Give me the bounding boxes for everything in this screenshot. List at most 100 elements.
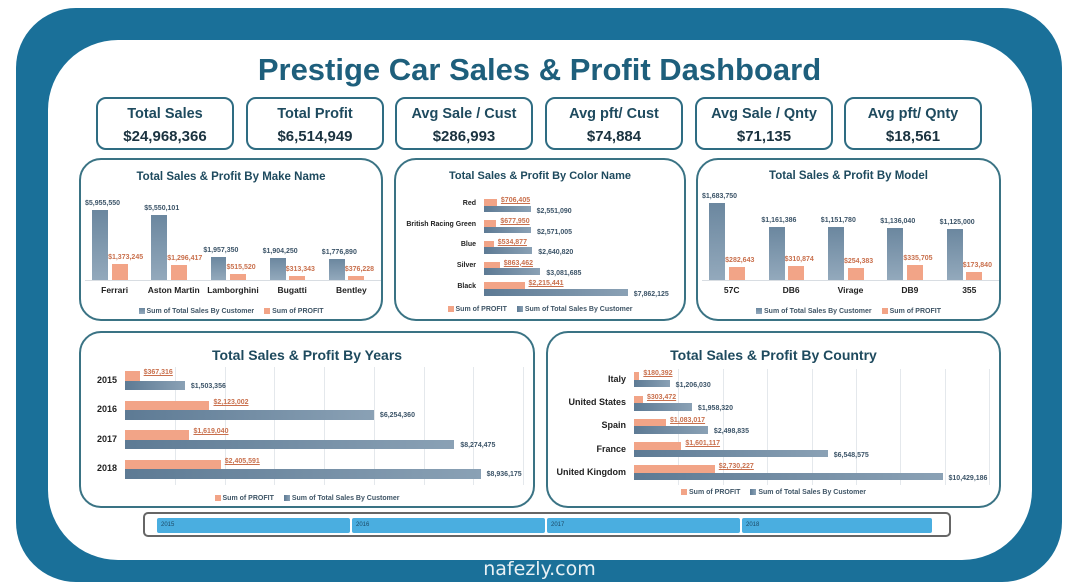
year-slicer: 2015 2016 2017 2018: [143, 512, 951, 537]
data-label-sales: $7,862,125: [633, 290, 669, 298]
data-label-profit: $367,316: [143, 369, 173, 377]
bar-sales: [484, 247, 533, 255]
bar-sales: [92, 210, 109, 280]
data-label-sales: $1,136,040: [880, 218, 916, 226]
bar-profit: [634, 442, 682, 450]
data-label-sales: $2,551,090: [536, 207, 572, 215]
category-label: Blue: [460, 241, 476, 249]
data-label-profit: $1,373,245: [108, 253, 144, 261]
data-label-sales: $8,936,175: [486, 471, 522, 479]
category-label: DB6: [782, 285, 800, 295]
bar-sales: [151, 215, 168, 280]
kpi-label: Avg pft/ Qnty: [867, 106, 959, 122]
kpi-label: Avg Sale / Cust: [411, 106, 517, 122]
data-label-profit: $376,228: [344, 265, 375, 273]
axis-line: [85, 280, 381, 281]
category-label: Bentley: [336, 285, 367, 295]
data-label-sales: $1,151,780: [820, 217, 856, 225]
bar-sales: [634, 379, 670, 388]
bar-sales: [768, 226, 785, 280]
data-label-sales: $5,955,550: [85, 200, 121, 208]
chart-title: Total Sales & Profit By Years: [211, 347, 403, 363]
kpi-avg-pft-cust: Avg pft/ Cust $74,884: [545, 97, 683, 150]
category-label: Black: [457, 282, 476, 290]
category-label: United States: [568, 397, 626, 408]
legend-sales: Sum of Total Sales By Customer: [138, 308, 254, 315]
legend-profit: Sum of PROFIT: [264, 308, 323, 315]
axis-line: [702, 280, 999, 281]
data-label-profit: $173,840: [962, 262, 992, 270]
kpi-label: Avg pft/ Cust: [569, 106, 659, 122]
kpi-label: Avg Sale / Qnty: [711, 106, 817, 122]
chart-by-model: Total Sales & Profit By Model $1,683,750…: [696, 158, 1001, 321]
plot-area: $180,392 $1,206,030 Italy $303,472 $1,958,32…: [548, 369, 999, 485]
kpi-value: $71,135: [736, 128, 792, 145]
slicer-item-2015[interactable]: 2015: [157, 518, 350, 533]
category-label: Italy: [607, 373, 626, 384]
chart-title: Total Sales & Profit By Make Name: [136, 171, 326, 183]
data-label-profit: $2,730,227: [718, 463, 754, 471]
bar-profit: [289, 276, 306, 280]
chart-by-country: Total Sales & Profit By Country $180,392…: [546, 331, 1001, 508]
data-label-profit: $1,619,040: [193, 428, 229, 436]
bar-profit: [170, 264, 187, 280]
gridline: [722, 369, 724, 485]
bar-profit: [728, 267, 745, 280]
data-label-sales: $1,957,350: [203, 247, 239, 255]
bar-sales: [484, 268, 541, 275]
bar-sales: [827, 227, 844, 280]
bar-sales: [709, 203, 726, 280]
bar-profit: [634, 395, 643, 404]
kpi-label: Total Profit: [277, 106, 353, 122]
data-label-sales: $6,254,360: [379, 412, 415, 420]
data-label-sales: $6,548,575: [833, 451, 869, 459]
chart-legend: Sum of PROFIT Sum of Total Sales By Custo…: [396, 306, 684, 313]
data-label-profit: $1,083,017: [670, 416, 706, 424]
kpi-value: $74,884: [586, 128, 642, 145]
bar-profit: [966, 272, 983, 280]
plot-area: $1,683,750 $282,643 57C $1,161,386 $310,874 D…: [702, 188, 999, 302]
slicer-item-2017[interactable]: 2017: [547, 518, 740, 533]
plot-area: $706,405 $2,551,090 Red $677,950 $2,571,005 B…: [396, 196, 686, 300]
category-label: Lamborghini: [207, 285, 259, 295]
chart-legend: Sum of PROFIT Sum of Total Sales By Custo…: [548, 489, 999, 496]
category-label: Aston Martin: [147, 285, 200, 295]
legend-profit: Sum of PROFIT: [447, 306, 507, 313]
bar-sales: [634, 403, 692, 411]
bar-profit: [125, 430, 190, 440]
data-label-profit: $254,383: [843, 258, 874, 266]
data-label-sales: $10,429,186: [948, 474, 988, 482]
data-label-sales: $1,125,000: [939, 218, 975, 226]
data-label-sales: $3,081,685: [546, 270, 582, 278]
chart-legend: Sum of Total Sales By Customer Sum of PRO…: [698, 308, 999, 315]
slicer-item-2018[interactable]: 2018: [742, 518, 932, 533]
bar-profit: [484, 199, 497, 206]
gridline: [767, 369, 769, 485]
bar-profit: [847, 268, 864, 280]
kpi-label: Total Sales: [127, 106, 203, 122]
data-label-sales: $1,776,890: [321, 249, 357, 257]
chart-title: Total Sales & Profit By Color Name: [449, 170, 631, 182]
slicer-item-2016[interactable]: 2016: [352, 518, 545, 533]
data-label-sales: $1,904,250: [262, 247, 298, 255]
kpi-value: $24,968,366: [123, 128, 207, 145]
category-label: Spain: [601, 420, 626, 431]
bar-sales: [125, 439, 455, 450]
legend-profit: Sum of PROFIT: [214, 495, 274, 502]
data-label-profit: $303,472: [646, 393, 677, 401]
data-label-profit: $2,215,441: [528, 280, 564, 288]
data-label-profit: $180,392: [643, 370, 673, 378]
bar-sales: [269, 257, 286, 280]
bar-sales: [484, 205, 531, 213]
data-label-profit: $515,520: [226, 263, 256, 271]
bar-sales: [210, 257, 227, 280]
data-label-sales: $2,571,005: [537, 228, 573, 236]
watermark-logo: نفذلي: [517, 538, 562, 558]
data-label-profit: $706,405: [500, 197, 531, 205]
page-title: Prestige Car Sales & Profit Dashboard: [257, 52, 822, 87]
data-label-sales: $1,683,750: [702, 193, 738, 201]
data-label-profit: $335,705: [903, 254, 933, 262]
bar-profit: [484, 282, 525, 289]
kpi-value: $6,514,949: [277, 128, 353, 145]
category-label: 355: [962, 285, 977, 295]
